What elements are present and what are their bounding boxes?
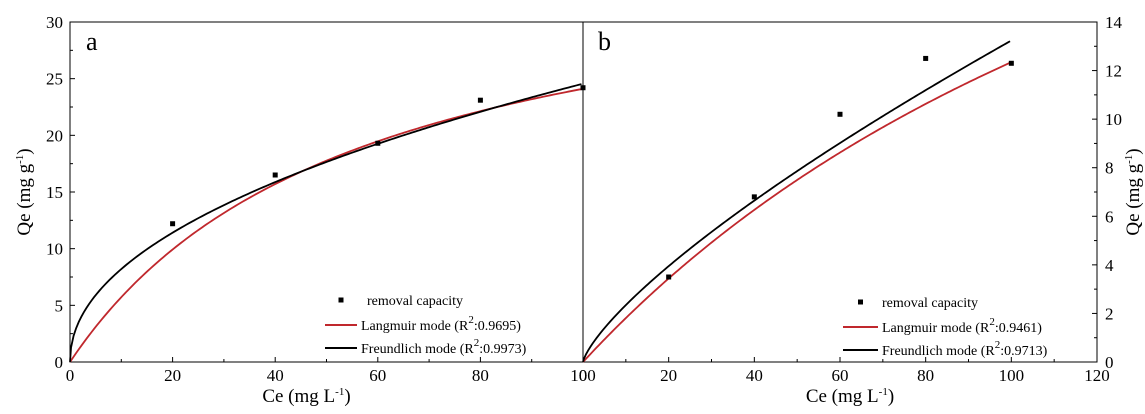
y-tick-label: 4 bbox=[1105, 256, 1114, 275]
x-tick-label: 120 bbox=[1084, 366, 1110, 385]
y-tick-label: 8 bbox=[1105, 159, 1114, 178]
plot-frame bbox=[69, 21, 584, 363]
y-axis-title: Qe (mg g-1) bbox=[14, 148, 35, 235]
legend-label-freundlich: Freundlich mode (R2:0.9973) bbox=[361, 337, 527, 357]
legend: removal capacity Langmuir mode (R2:0.9695… bbox=[325, 294, 527, 357]
legend-label-freundlich: Freundlich mode (R2:0.9713) bbox=[882, 339, 1048, 359]
y-tick-label: 10 bbox=[1105, 110, 1122, 129]
plot-frame bbox=[582, 21, 1098, 363]
legend: removal capacity Langmuir mode (R2:0.9461… bbox=[843, 296, 1048, 359]
x-tick-label: 20 bbox=[164, 366, 181, 385]
y-tick-label: 0 bbox=[1105, 353, 1114, 372]
data-point bbox=[1008, 60, 1014, 66]
x-tick-label: 80 bbox=[472, 366, 489, 385]
y-tick-label: 2 bbox=[1105, 304, 1114, 323]
data-point bbox=[375, 140, 381, 146]
fit-curve-freundlich bbox=[582, 40, 1011, 363]
y-tick-label: 6 bbox=[1105, 207, 1114, 226]
legend-label-points: removal capacity bbox=[882, 296, 978, 311]
y-tick-label: 10 bbox=[46, 240, 63, 259]
x-tick-label: 60 bbox=[832, 366, 849, 385]
x-axis-title: Ce (mg L-1) bbox=[806, 386, 894, 407]
fit-curve-langmuir bbox=[582, 61, 1011, 363]
x-axis-title: Ce (mg L-1) bbox=[262, 386, 350, 407]
data-point bbox=[666, 274, 672, 280]
fit-curve-freundlich bbox=[69, 83, 582, 363]
panel-label: a bbox=[86, 27, 98, 56]
y-axis-title: Qe (mg g-1) bbox=[1123, 148, 1144, 235]
legend-label-langmuir: Langmuir mode (R2:0.9695) bbox=[361, 314, 521, 334]
y-tick-label: 15 bbox=[46, 183, 63, 202]
x-tick-label: 20 bbox=[660, 366, 677, 385]
data-point bbox=[477, 97, 483, 103]
x-tick-label: 100 bbox=[570, 366, 596, 385]
y-tick-label: 12 bbox=[1105, 62, 1122, 81]
legend-label-langmuir: Langmuir mode (R2:0.9461) bbox=[882, 316, 1042, 336]
data-point bbox=[837, 111, 843, 117]
y-tick-label: 30 bbox=[46, 13, 63, 32]
x-tick-label: 100 bbox=[999, 366, 1025, 385]
y-tick-label: 25 bbox=[46, 70, 63, 89]
y-tick-label: 5 bbox=[55, 296, 64, 315]
legend-marker-points bbox=[338, 297, 344, 303]
x-tick-label: 80 bbox=[917, 366, 934, 385]
y-tick-label: 0 bbox=[55, 353, 64, 372]
data-point bbox=[751, 194, 757, 200]
x-tick-label: 0 bbox=[66, 366, 75, 385]
legend-marker-points bbox=[858, 299, 863, 305]
x-tick-label: 40 bbox=[267, 366, 284, 385]
x-tick-label: 0 bbox=[579, 366, 588, 385]
x-tick-label: 40 bbox=[746, 366, 763, 385]
panel-label: b bbox=[598, 27, 611, 56]
legend-label-points: removal capacity bbox=[367, 294, 463, 309]
data-point bbox=[923, 55, 929, 61]
x-tick-label: 60 bbox=[369, 366, 386, 385]
data-point bbox=[272, 172, 278, 178]
y-tick-label: 14 bbox=[1105, 13, 1123, 32]
data-point bbox=[170, 221, 176, 227]
y-tick-label: 20 bbox=[46, 126, 63, 145]
